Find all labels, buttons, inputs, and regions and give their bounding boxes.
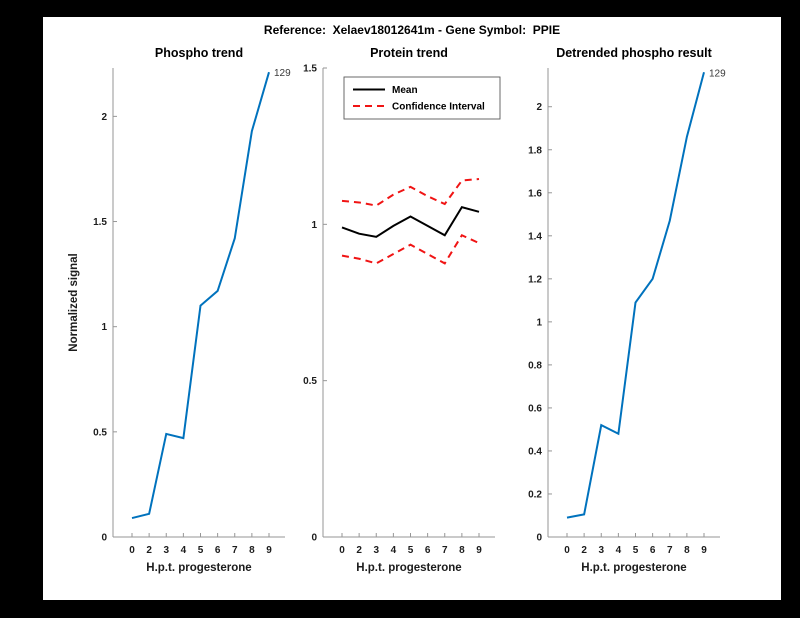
subplot-protein-trend: 0 2 3 4 5 6 7 8 9 0 0.5 1 1.5 Protein trend H.p.t. pro… <box>273 34 525 580</box>
x-tick-label: 5 <box>198 545 204 556</box>
x-tick-label: 0 <box>339 545 345 556</box>
x-tick-label: 0 <box>564 545 570 556</box>
x-tick-label: 7 <box>667 545 673 556</box>
subplot-phospho-trend: 0 2 3 4 5 6 7 8 9 0 0.5 1 1.5 2 Phospho trend H.p.t. pr… <box>63 34 315 580</box>
y-tick-label: 0.4 <box>528 446 542 457</box>
x-tick-label: 3 <box>163 545 169 556</box>
y-tick-label: 0.6 <box>528 403 542 414</box>
y-tick-label: 0.5 <box>303 376 317 387</box>
x-tick-label: 8 <box>684 545 690 556</box>
y-tick-label: 0 <box>101 533 107 544</box>
confidence-upper-line <box>341 178 480 207</box>
x-tick-label: 8 <box>459 545 465 556</box>
x-tick-label: 4 <box>391 545 397 556</box>
x-axis-label: H.p.t. progesterone <box>581 562 686 574</box>
y-axis-label: Normalized signal <box>68 253 80 351</box>
chart-canvas: 0 2 3 4 5 6 7 8 900.20.40.60.811.21.41.61.82Detr… <box>528 46 726 574</box>
x-tick-label: 2 <box>581 545 587 556</box>
x-tick-label: 9 <box>266 545 272 556</box>
y-tick-label: 1 <box>101 322 107 333</box>
x-tick-label: 0 <box>129 545 135 556</box>
subplot-title: Protein trend <box>370 46 448 60</box>
y-tick-label: 1.5 <box>303 64 317 75</box>
y-tick-label: 1 <box>536 317 542 328</box>
x-tick-label: 5 <box>633 545 639 556</box>
protein-mean-line <box>341 205 480 238</box>
legend-entry-label: Confidence Interval <box>392 102 485 113</box>
legend-box <box>343 76 501 120</box>
y-tick-label: 1.2 <box>528 274 542 285</box>
x-tick-label: 6 <box>650 545 656 556</box>
subplot-title: Phospho trend <box>155 46 243 60</box>
matlab-figure-window: Reference: Xelaev18012641m - Gene Symbol… <box>43 17 781 600</box>
x-tick-label: 3 <box>373 545 379 556</box>
figure-title: Reference: Xelaev18012641m - Gene Symbol… <box>263 23 561 37</box>
x-tick-label: 7 <box>232 545 238 556</box>
x-tick-label: 4 <box>181 545 187 556</box>
x-tick-label: 6 <box>425 545 431 556</box>
subplot-title: Detrended phospho result <box>556 46 712 60</box>
x-tick-label: 9 <box>701 545 707 556</box>
y-tick-label: 1.5 <box>93 217 107 228</box>
confidence-lower-line <box>341 233 480 265</box>
x-axis-label: H.p.t. progesterone <box>356 562 461 574</box>
y-tick-label: 1.8 <box>528 145 542 156</box>
series-end-annotation: 129 <box>709 68 726 79</box>
y-tick-label: 1.6 <box>528 188 542 199</box>
x-tick-label: 2 <box>146 545 152 556</box>
y-tick-label: 0 <box>536 533 542 544</box>
y-tick-label: 2 <box>101 112 107 123</box>
legend-entry-label: Mean <box>392 85 418 96</box>
x-tick-label: 3 <box>598 545 604 556</box>
x-tick-label: 4 <box>616 545 622 556</box>
x-axis-label: H.p.t. progesterone <box>146 562 251 574</box>
y-tick-label: 0.8 <box>528 360 542 371</box>
subplot-detrended-phospho-result: 0 2 3 4 5 6 7 8 9 0 0.2 0.4 0.6 0.8 1 1.2 1.4 1.6 1.8 2 Detr… <box>498 34 750 580</box>
y-tick-label: 0.5 <box>93 427 107 438</box>
phospho-signal-line <box>131 71 270 520</box>
y-tick-label: 0 <box>311 533 317 544</box>
x-tick-label: 6 <box>215 545 221 556</box>
series-end-annotation: 129 <box>274 68 291 79</box>
y-tick-label: 0.2 <box>528 489 542 500</box>
y-tick-label: 1.4 <box>528 231 542 242</box>
y-tick-label: 2 <box>536 102 542 113</box>
x-tick-label: 2 <box>356 545 362 556</box>
detrended-phospho-line <box>566 72 705 519</box>
x-tick-label: 9 <box>476 545 482 556</box>
y-tick-label: 1 <box>311 220 317 231</box>
x-tick-label: 8 <box>249 545 255 556</box>
x-tick-label: 5 <box>408 545 414 556</box>
x-tick-label: 7 <box>442 545 448 556</box>
